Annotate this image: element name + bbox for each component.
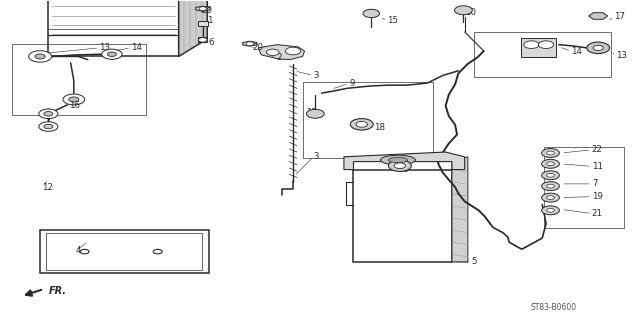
Polygon shape [344,152,464,170]
Circle shape [541,193,559,202]
Text: 8: 8 [403,165,408,174]
Circle shape [266,49,279,55]
Text: 12: 12 [42,183,53,192]
Ellipse shape [389,157,408,163]
Circle shape [541,206,559,215]
Text: 16: 16 [69,101,80,110]
Circle shape [541,159,559,168]
Circle shape [587,42,610,53]
Text: 20: 20 [252,43,263,52]
Bar [520,38,555,57]
Polygon shape [243,41,257,46]
Circle shape [44,112,53,116]
Text: 15: 15 [387,16,398,25]
Circle shape [524,41,539,49]
Polygon shape [258,45,304,60]
Circle shape [199,7,206,11]
Text: 9: 9 [349,79,354,88]
Circle shape [63,94,85,105]
Text: 14: 14 [131,43,142,52]
Text: 10: 10 [464,8,476,17]
Text: 2: 2 [276,53,282,62]
Circle shape [363,9,380,18]
Text: 1: 1 [206,16,212,25]
Circle shape [541,182,559,191]
Polygon shape [452,157,468,262]
Circle shape [356,122,368,127]
Circle shape [541,148,559,157]
Bar [40,230,208,273]
Circle shape [547,184,554,188]
Text: 13: 13 [99,43,110,52]
Bar [12,44,146,116]
Text: 7: 7 [592,180,598,188]
Circle shape [547,151,554,155]
Bar [303,82,433,158]
Circle shape [547,162,554,166]
Text: 20: 20 [201,6,213,15]
Circle shape [44,124,53,129]
Circle shape [154,249,162,254]
Circle shape [547,196,554,199]
Circle shape [538,41,554,49]
Circle shape [394,163,406,169]
Text: 18: 18 [375,123,385,132]
Circle shape [69,97,79,102]
Text: FR.: FR. [48,286,66,296]
Circle shape [455,6,472,15]
Text: 5: 5 [471,258,476,267]
Text: 4: 4 [76,246,81,255]
Circle shape [108,52,117,56]
Circle shape [593,45,603,50]
Circle shape [306,109,324,118]
Circle shape [35,54,45,59]
Text: 13: 13 [616,51,627,60]
Circle shape [29,51,52,62]
Text: 19: 19 [592,192,603,201]
Bar [47,233,202,270]
Text: ST83-B0600: ST83-B0600 [531,303,576,312]
Circle shape [285,47,301,55]
Text: 21: 21 [592,209,603,218]
Text: 3: 3 [313,152,319,161]
Bar [197,21,208,26]
Text: 17: 17 [614,12,625,21]
Polygon shape [48,0,178,56]
Circle shape [102,49,122,59]
Text: 22: 22 [592,145,603,154]
Text: 6: 6 [208,38,214,47]
Text: 15: 15 [306,108,317,117]
Polygon shape [589,13,608,19]
Circle shape [198,38,207,42]
Circle shape [547,208,554,212]
Text: 11: 11 [592,162,603,171]
Circle shape [541,171,559,180]
Polygon shape [196,6,210,11]
Circle shape [80,249,89,254]
Text: 14: 14 [571,46,582,56]
Ellipse shape [380,155,415,165]
Circle shape [547,173,554,177]
Bar [474,32,611,77]
Circle shape [350,119,373,130]
Bar [544,147,624,228]
Polygon shape [178,0,207,56]
Text: 3: 3 [313,71,319,80]
Circle shape [389,160,412,172]
Bar [198,37,207,43]
Circle shape [246,42,254,46]
Circle shape [39,122,58,131]
Circle shape [39,109,58,119]
Polygon shape [354,170,452,262]
